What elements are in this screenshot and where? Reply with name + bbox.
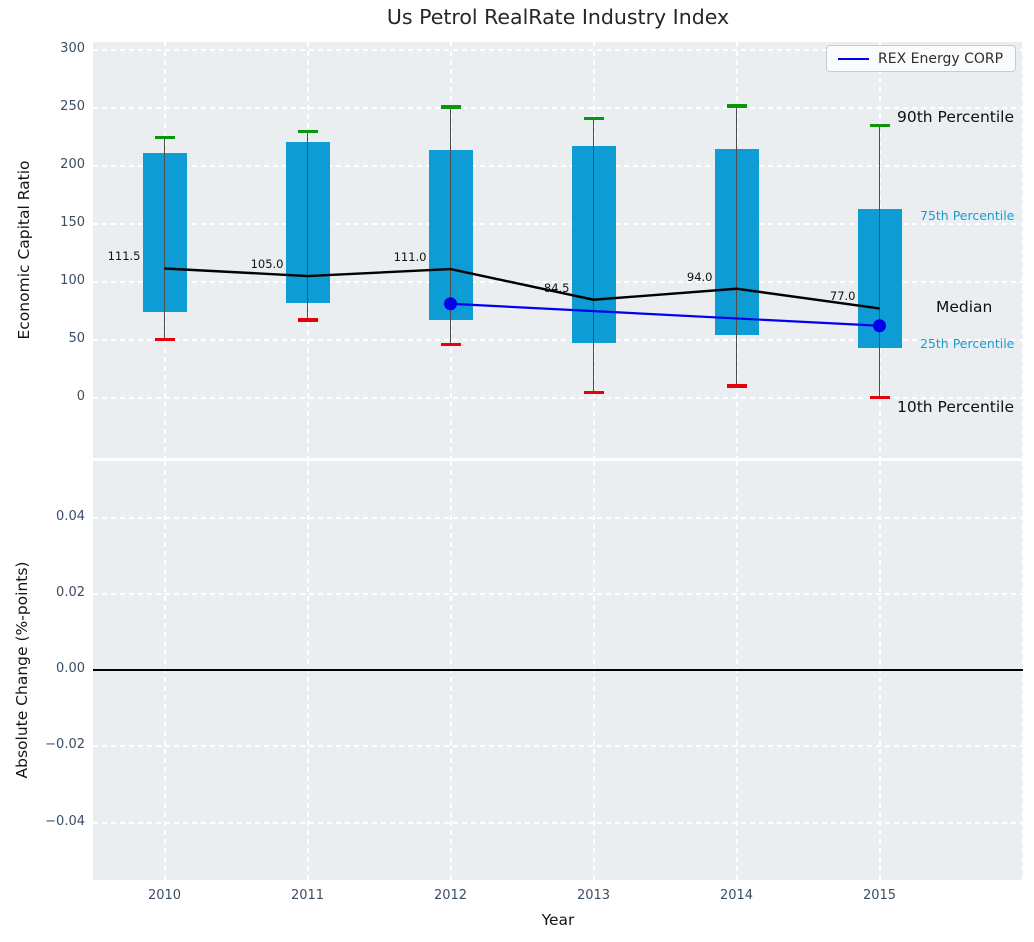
median-value-label: 77.0 bbox=[829, 289, 856, 304]
median-value-label: 84.5 bbox=[543, 280, 570, 295]
median-value-label: 105.0 bbox=[250, 257, 284, 271]
x-tick-label: 2015 bbox=[862, 888, 897, 903]
whisker-line bbox=[449, 107, 452, 345]
y-tick-label: 0.00 bbox=[56, 661, 85, 676]
cap-10th-percentile bbox=[583, 391, 604, 395]
gridline-horizontal bbox=[93, 338, 1023, 341]
y-tick-label: 250 bbox=[60, 99, 85, 115]
y-tick-label: 0 bbox=[76, 388, 85, 404]
x-tick-label: 2011 bbox=[290, 888, 325, 903]
y-tick-label: 0.02 bbox=[56, 584, 85, 600]
cap-90th-percentile bbox=[154, 135, 175, 139]
y-tick-label: −0.02 bbox=[45, 737, 85, 753]
gridline-horizontal bbox=[93, 222, 1023, 225]
gridline-horizontal bbox=[93, 49, 1023, 52]
gridline-horizontal bbox=[93, 396, 1023, 399]
cap-90th-percentile bbox=[583, 117, 604, 121]
x-axis-label: Year bbox=[541, 911, 575, 929]
whisker-line bbox=[735, 105, 738, 386]
whisker-line bbox=[163, 137, 166, 340]
cap-90th-percentile bbox=[869, 124, 890, 128]
x-tick-label: 2010 bbox=[147, 888, 182, 903]
cap-10th-percentile bbox=[869, 395, 890, 400]
gridline-horizontal bbox=[93, 165, 1023, 168]
cap-90th-percentile bbox=[440, 105, 461, 109]
whisker-line bbox=[592, 118, 595, 393]
cap-10th-percentile bbox=[726, 384, 747, 388]
annotation-median: Median bbox=[936, 298, 993, 316]
gridline-horizontal bbox=[93, 107, 1023, 110]
cap-10th-percentile bbox=[297, 318, 318, 322]
cap-90th-percentile bbox=[726, 104, 747, 108]
whisker-line bbox=[306, 131, 309, 320]
y-tick-label: 100 bbox=[60, 272, 85, 288]
gridline-vertical bbox=[1021, 42, 1023, 458]
annotation-75th-percentile: 75th Percentile bbox=[920, 208, 1015, 223]
bottom-panel bbox=[93, 461, 1023, 880]
chart-title: Us Petrol RealRate Industry Index bbox=[386, 5, 730, 29]
median-value-label: 111.5 bbox=[107, 249, 141, 264]
y-tick-label: 0.04 bbox=[56, 508, 85, 524]
y-tick-label: 150 bbox=[60, 214, 85, 230]
gridline-horizontal bbox=[93, 745, 1023, 748]
x-tick-label: 2012 bbox=[433, 888, 468, 903]
whisker-line bbox=[878, 125, 881, 398]
annotation-25th-percentile: 25th Percentile bbox=[920, 336, 1015, 351]
cap-10th-percentile bbox=[440, 342, 461, 346]
y-axis-label-top: Economic Capital Ratio bbox=[15, 160, 33, 340]
gridline-horizontal bbox=[93, 516, 1023, 519]
y-tick-label: −0.04 bbox=[45, 813, 85, 829]
zero-line bbox=[93, 669, 1023, 671]
annotation-10th-percentile: 10th Percentile bbox=[897, 398, 1015, 416]
annotation-90th-percentile: 90th Percentile bbox=[897, 108, 1015, 126]
median-value-label: 111.0 bbox=[393, 250, 427, 265]
x-tick-label: 2013 bbox=[576, 888, 611, 903]
cap-10th-percentile bbox=[154, 338, 175, 342]
y-tick-label: 200 bbox=[60, 157, 85, 173]
legend-line-sample bbox=[838, 57, 869, 60]
x-tick-label: 2014 bbox=[719, 888, 754, 903]
legend-label: REX Energy CORP bbox=[878, 50, 1004, 67]
gridline-horizontal bbox=[93, 592, 1023, 595]
y-tick-label: 300 bbox=[60, 41, 85, 57]
gridline-horizontal bbox=[93, 821, 1023, 824]
y-tick-label: 50 bbox=[68, 330, 85, 346]
cap-90th-percentile bbox=[297, 129, 318, 133]
median-value-label: 94.0 bbox=[686, 269, 713, 284]
legend: REX Energy CORP bbox=[826, 45, 1016, 72]
